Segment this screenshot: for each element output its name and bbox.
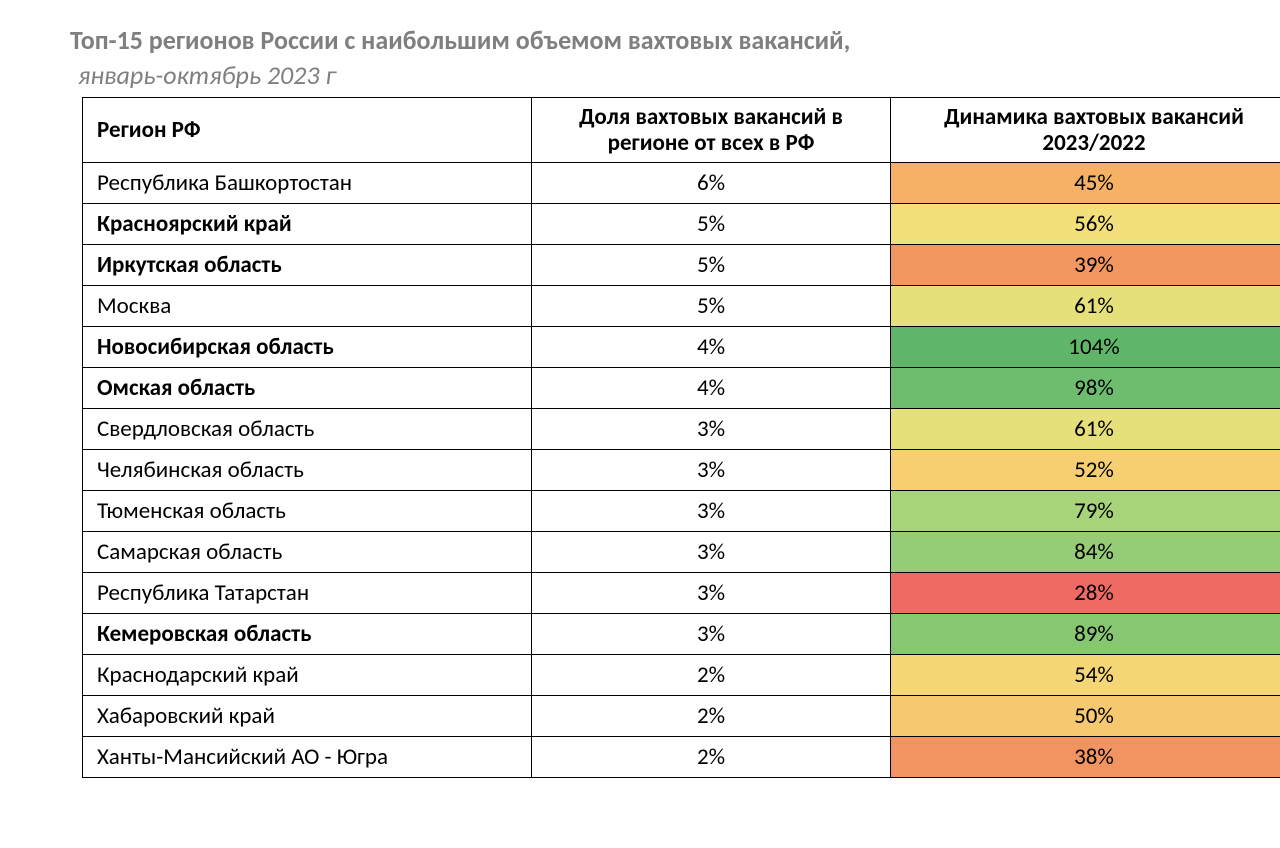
table-row: Свердловская область 3% 61% [83,409,1280,450]
cell-share: 2% [532,696,891,737]
table-row: Хабаровский край 2% 50% [83,696,1280,737]
table-row: Челябинская область 3% 52% [83,450,1280,491]
cell-share: 2% [532,655,891,696]
cell-share: 3% [532,532,891,573]
cell-region: Республика Татарстан [83,573,532,614]
cell-share: 3% [532,409,891,450]
table-row: Москва 5% 61% [83,286,1280,327]
cell-region: Омская область [83,368,532,409]
cell-region: Хабаровский край [83,696,532,737]
table-row: Новосибирская область 4% 104% [83,327,1280,368]
cell-dynamics: 54% [891,655,1280,696]
cell-dynamics: 38% [891,737,1280,778]
table-row: Тюменская область 3% 79% [83,491,1280,532]
cell-dynamics: 50% [891,696,1280,737]
cell-share: 2% [532,737,891,778]
cell-dynamics: 28% [891,573,1280,614]
cell-share: 3% [532,573,891,614]
cell-dynamics: 84% [891,532,1280,573]
cell-share: 4% [532,368,891,409]
table-row: Краснодарский край 2% 54% [83,655,1280,696]
table-subtitle: январь-октябрь 2023 г [78,59,1210,91]
table-row: Красноярский край 5% 56% [83,204,1280,245]
cell-region: Челябинская область [83,450,532,491]
cell-dynamics: 56% [891,204,1280,245]
cell-share: 5% [532,286,891,327]
table-title: Топ-15 регионов России с наибольшим объе… [70,24,1210,57]
col-header-dynamics: Динамика вахтовых вакансий 2023/2022 [891,97,1280,163]
cell-region: Красноярский край [83,204,532,245]
cell-region: Свердловская область [83,409,532,450]
table-row: Кемеровская область 3% 89% [83,614,1280,655]
regions-table: Регион РФ Доля вахтовых вакансий в регио… [82,97,1280,779]
cell-dynamics: 79% [891,491,1280,532]
cell-region: Кемеровская область [83,614,532,655]
cell-share: 5% [532,204,891,245]
table-row: Омская область 4% 98% [83,368,1280,409]
cell-share: 3% [532,614,891,655]
page: Топ-15 регионов России с наибольшим объе… [0,0,1280,778]
cell-dynamics: 52% [891,450,1280,491]
cell-dynamics: 39% [891,245,1280,286]
table-header-row: Регион РФ Доля вахтовых вакансий в регио… [83,97,1280,163]
table-row: Ханты-Мансийский АО - Югра 2% 38% [83,737,1280,778]
cell-share: 5% [532,245,891,286]
table-row: Самарская область 3% 84% [83,532,1280,573]
table-row: Иркутская область 5% 39% [83,245,1280,286]
cell-share: 3% [532,491,891,532]
cell-region: Самарская область [83,532,532,573]
cell-dynamics: 104% [891,327,1280,368]
table-row: Республика Татарстан 3% 28% [83,573,1280,614]
cell-region: Тюменская область [83,491,532,532]
cell-region: Ханты-Мансийский АО - Югра [83,737,532,778]
cell-dynamics: 98% [891,368,1280,409]
cell-region: Иркутская область [83,245,532,286]
cell-share: 3% [532,450,891,491]
cell-dynamics: 61% [891,409,1280,450]
cell-share: 4% [532,327,891,368]
cell-dynamics: 89% [891,614,1280,655]
cell-region: Республика Башкортостан [83,163,532,204]
cell-region: Москва [83,286,532,327]
table-body: Республика Башкортостан 6% 45% Красноярс… [83,163,1280,778]
cell-share: 6% [532,163,891,204]
cell-dynamics: 45% [891,163,1280,204]
cell-region: Краснодарский край [83,655,532,696]
cell-region: Новосибирская область [83,327,532,368]
cell-dynamics: 61% [891,286,1280,327]
col-header-region: Регион РФ [83,97,532,163]
table-row: Республика Башкортостан 6% 45% [83,163,1280,204]
col-header-share: Доля вахтовых вакансий в регионе от всех… [532,97,891,163]
